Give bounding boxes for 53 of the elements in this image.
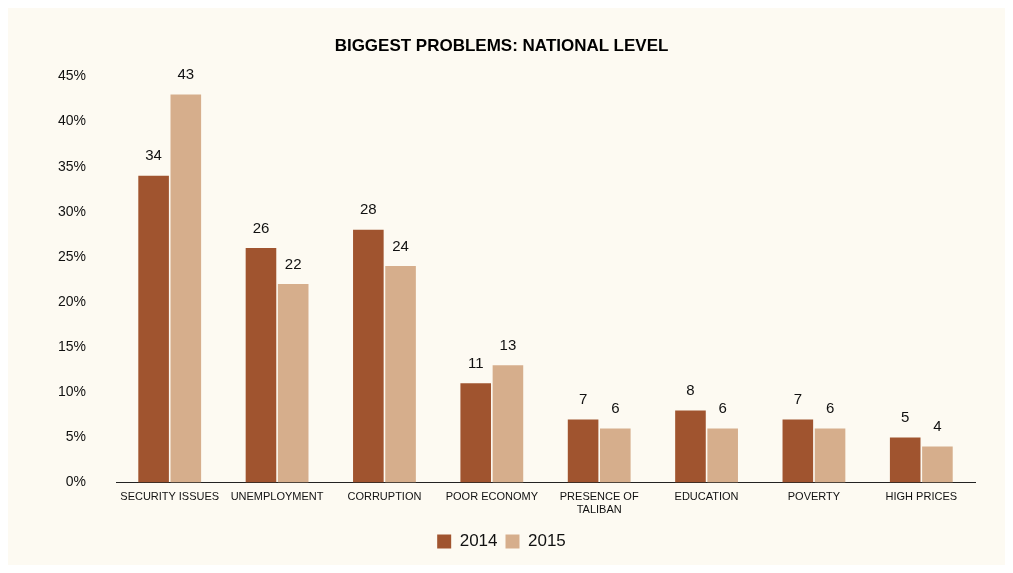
bar xyxy=(567,419,599,483)
x-tick-label: CORRUPTION xyxy=(347,490,422,503)
data-label: 43 xyxy=(177,65,195,83)
bar xyxy=(385,265,416,483)
bar xyxy=(782,419,814,483)
bar xyxy=(245,247,277,483)
x-tick-label: HIGH PRICES xyxy=(885,490,958,503)
bar xyxy=(889,437,921,483)
data-label: 26 xyxy=(252,218,270,236)
y-tick-label: 15% xyxy=(57,338,87,355)
bar xyxy=(460,383,492,483)
x-tick-label: POOR ECONOMY xyxy=(445,490,539,503)
data-label: 6 xyxy=(825,399,835,417)
data-label: 8 xyxy=(686,381,695,399)
data-label: 24 xyxy=(392,236,409,254)
y-tick-label: 45% xyxy=(57,67,87,84)
data-label: 22 xyxy=(284,254,302,272)
data-label: 4 xyxy=(933,417,942,435)
bar xyxy=(600,428,631,483)
legend-label: 2014 xyxy=(459,531,498,551)
data-label: 5 xyxy=(901,408,910,426)
y-tick-label: 0% xyxy=(65,473,87,490)
chart-title: BIGGEST PROBLEMS: NATIONAL LEVEL xyxy=(334,35,669,55)
bar xyxy=(675,410,706,483)
bar xyxy=(814,428,846,483)
bar xyxy=(707,428,738,483)
x-tick-label: SECURITY ISSUES xyxy=(120,490,220,503)
x-tick-label: POVERTY xyxy=(787,490,841,503)
bar xyxy=(277,284,309,483)
y-tick-label: 35% xyxy=(57,157,87,174)
data-label: 13 xyxy=(499,335,517,353)
bar xyxy=(170,94,202,483)
data-label: 11 xyxy=(467,353,484,371)
x-tick-label: EDUCATION xyxy=(674,490,739,503)
bar xyxy=(138,175,169,483)
data-label: 6 xyxy=(611,399,620,417)
y-tick-label: 25% xyxy=(57,247,87,264)
legend-label: 2015 xyxy=(528,531,566,551)
data-label: 7 xyxy=(578,390,588,408)
y-tick-label: 20% xyxy=(57,292,87,309)
data-label: 34 xyxy=(145,146,162,164)
y-tick-label: 10% xyxy=(57,383,87,400)
bar xyxy=(353,229,384,483)
y-tick-label: 5% xyxy=(65,428,87,445)
data-label: 6 xyxy=(718,399,727,417)
x-tick-label: UNEMPLOYMENT xyxy=(230,490,324,503)
y-tick-label: 30% xyxy=(57,202,87,219)
data-label: 28 xyxy=(360,200,377,218)
data-label: 7 xyxy=(793,390,803,408)
bar xyxy=(492,365,524,483)
y-tick-label: 40% xyxy=(57,112,87,129)
x-tick-label: PRESENCE OF TALIBAN xyxy=(559,490,639,516)
bar xyxy=(922,446,953,483)
